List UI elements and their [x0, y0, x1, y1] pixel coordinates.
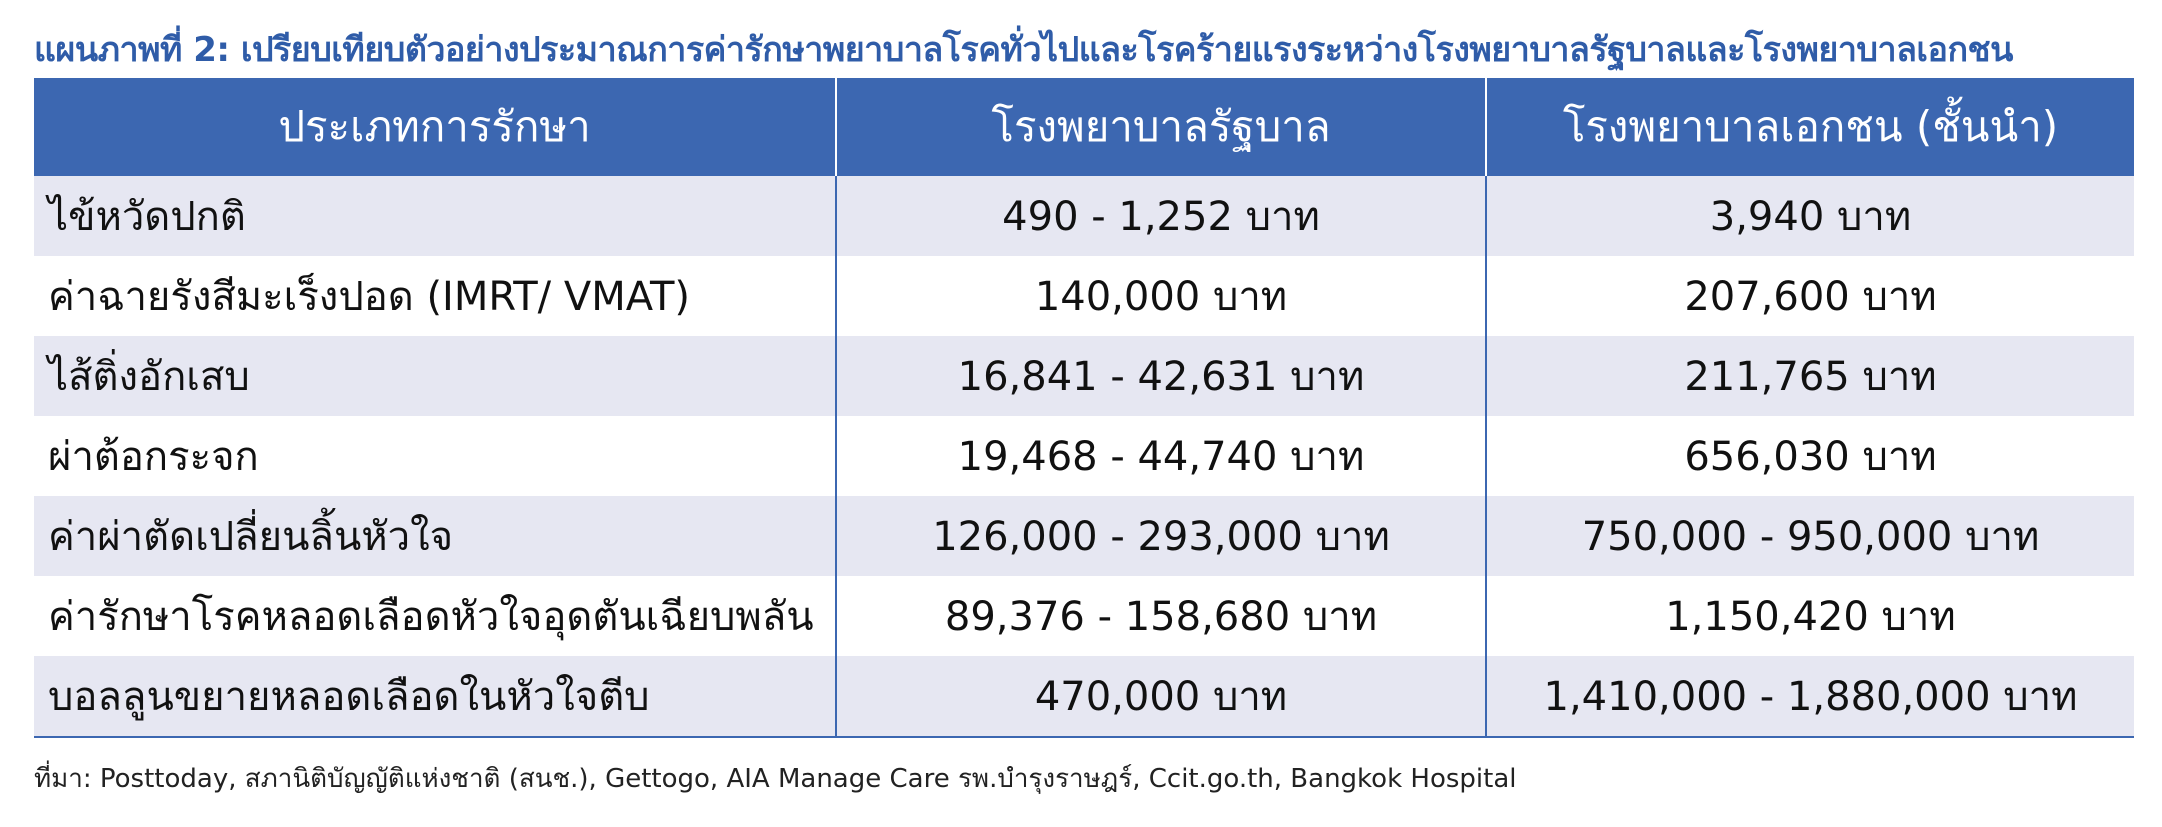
table-row: ค่ารักษาโรคหลอดเลือดหัวใจอุดตันเฉียบพลัน… — [34, 576, 2134, 656]
private-cost: 1,410,000 - 1,880,000 บาท — [1485, 656, 2134, 738]
source-note: ที่มา: Posttoday, สภานิติบัญญัติแห่งชาติ… — [34, 764, 1517, 794]
public-cost: 470,000 บาท — [835, 656, 1486, 738]
header-public-hospital: โรงพยาบาลรัฐบาล — [835, 78, 1486, 176]
table-row: ค่าผ่าตัดเปลี่ยนลิ้นหัวใจ 126,000 - 293,… — [34, 496, 2134, 576]
header-treatment-type: ประเภทการรักษา — [34, 78, 836, 176]
treatment-name: ค่าฉายรังสีมะเร็งปอด (IMRT/ VMAT) — [34, 256, 836, 336]
treatment-name: ไข้หวัดปกติ — [34, 176, 836, 256]
header-private-hospital: โรงพยาบาลเอกชน (ชั้นนำ) — [1485, 78, 2134, 176]
table-row: ไข้หวัดปกติ 490 - 1,252 บาท 3,940 บาท — [34, 176, 2134, 256]
table-row: บอลลูนขยายหลอดเลือดในหัวใจตีบ 470,000 บา… — [34, 656, 2134, 738]
public-cost: 19,468 - 44,740 บาท — [835, 416, 1486, 496]
table-header-row: ประเภทการรักษา โรงพยาบาลรัฐบาล โรงพยาบาล… — [34, 78, 2134, 176]
treatment-name: บอลลูนขยายหลอดเลือดในหัวใจตีบ — [34, 656, 836, 738]
private-cost: 3,940 บาท — [1485, 176, 2134, 256]
figure-title: แผนภาพที่ 2: เปรียบเทียบตัวอย่างประมาณกา… — [34, 30, 2013, 70]
table-row: ผ่าต้อกระจก 19,468 - 44,740 บาท 656,030 … — [34, 416, 2134, 496]
table-row: ค่าฉายรังสีมะเร็งปอด (IMRT/ VMAT) 140,00… — [34, 256, 2134, 336]
public-cost: 89,376 - 158,680 บาท — [835, 576, 1486, 656]
treatment-name: ค่าผ่าตัดเปลี่ยนลิ้นหัวใจ — [34, 496, 836, 576]
public-cost: 490 - 1,252 บาท — [835, 176, 1486, 256]
private-cost: 656,030 บาท — [1485, 416, 2134, 496]
public-cost: 16,841 - 42,631 บาท — [835, 336, 1486, 416]
private-cost: 1,150,420 บาท — [1485, 576, 2134, 656]
public-cost: 140,000 บาท — [835, 256, 1486, 336]
private-cost: 211,765 บาท — [1485, 336, 2134, 416]
private-cost: 207,600 บาท — [1485, 256, 2134, 336]
private-cost: 750,000 - 950,000 บาท — [1485, 496, 2134, 576]
treatment-name: ค่ารักษาโรคหลอดเลือดหัวใจอุดตันเฉียบพลัน — [34, 576, 836, 656]
cost-comparison-table: ประเภทการรักษา โรงพยาบาลรัฐบาล โรงพยาบาล… — [34, 78, 2134, 738]
table-row: ไส้ติ่งอักเสบ 16,841 - 42,631 บาท 211,76… — [34, 336, 2134, 416]
public-cost: 126,000 - 293,000 บาท — [835, 496, 1486, 576]
treatment-name: ไส้ติ่งอักเสบ — [34, 336, 836, 416]
treatment-name: ผ่าต้อกระจก — [34, 416, 836, 496]
